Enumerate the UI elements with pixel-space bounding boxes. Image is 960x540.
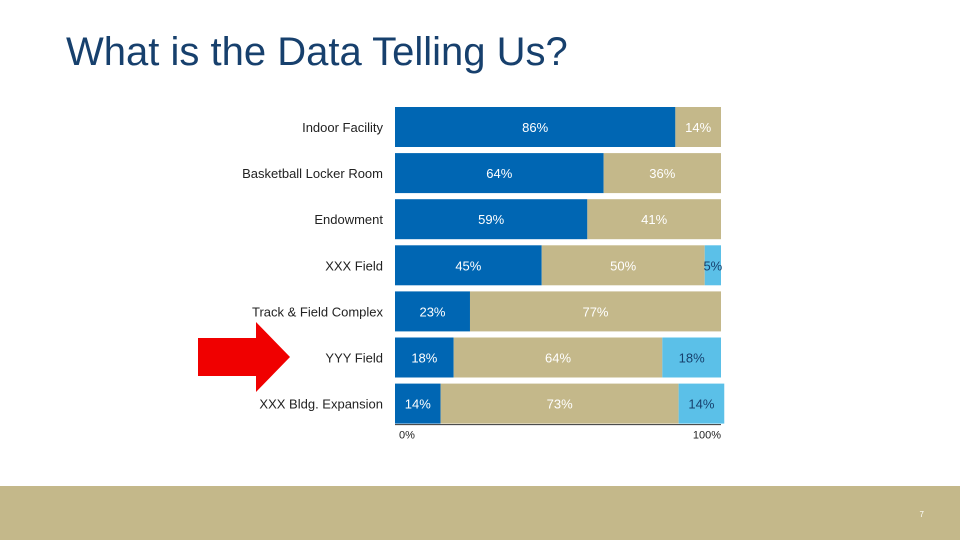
category-label: YYY Field [325,351,383,366]
bar-segment [678,383,725,424]
data-label: 14% [685,120,711,135]
category-label: XXX Field [325,258,383,273]
bar-segment [662,337,721,378]
category-label: Endowment [314,212,383,227]
data-label: 64% [545,351,571,366]
data-label: 86% [522,120,548,135]
bar-segment [541,245,705,286]
footer-band: 7 [0,486,960,540]
category-label: XXX Bldg. Expansion [259,397,383,412]
slide-title: What is the Data Telling Us? [66,30,568,74]
data-label: 5% [703,258,722,273]
category-label: Indoor Facility [302,120,383,135]
bar-segment [395,291,470,332]
right-arrow-icon [198,322,290,392]
data-label: 18% [411,351,437,366]
data-label: 64% [486,166,512,181]
data-label: 14% [405,397,431,412]
bar-segment [587,199,721,240]
bar-segment [395,199,588,240]
x-tick-label: 100% [693,430,721,442]
bar-segment [395,153,604,194]
data-label: 73% [547,397,573,412]
bar-segment [440,383,679,424]
data-label: 36% [649,166,675,181]
bar-segment [395,383,441,424]
category-label: Basketball Locker Room [242,166,383,181]
bar-segment [453,337,663,378]
data-label: 14% [688,397,714,412]
data-label: 23% [419,304,445,319]
data-label: 18% [679,351,705,366]
data-label: 50% [610,258,636,273]
bar-segment [395,337,454,378]
bar-segment [675,107,721,147]
bar-segment [704,245,721,286]
data-label: 59% [478,212,504,227]
bar-segment [395,245,542,286]
category-label: Track & Field Complex [252,304,383,319]
bar-segment [395,107,676,147]
x-tick-label: 0% [399,430,415,442]
page-number: 7 [919,510,924,519]
bar-segment [469,291,721,332]
bar-segment [603,153,721,194]
data-label: 77% [582,304,608,319]
data-label: 45% [455,258,481,273]
data-label: 41% [641,212,667,227]
